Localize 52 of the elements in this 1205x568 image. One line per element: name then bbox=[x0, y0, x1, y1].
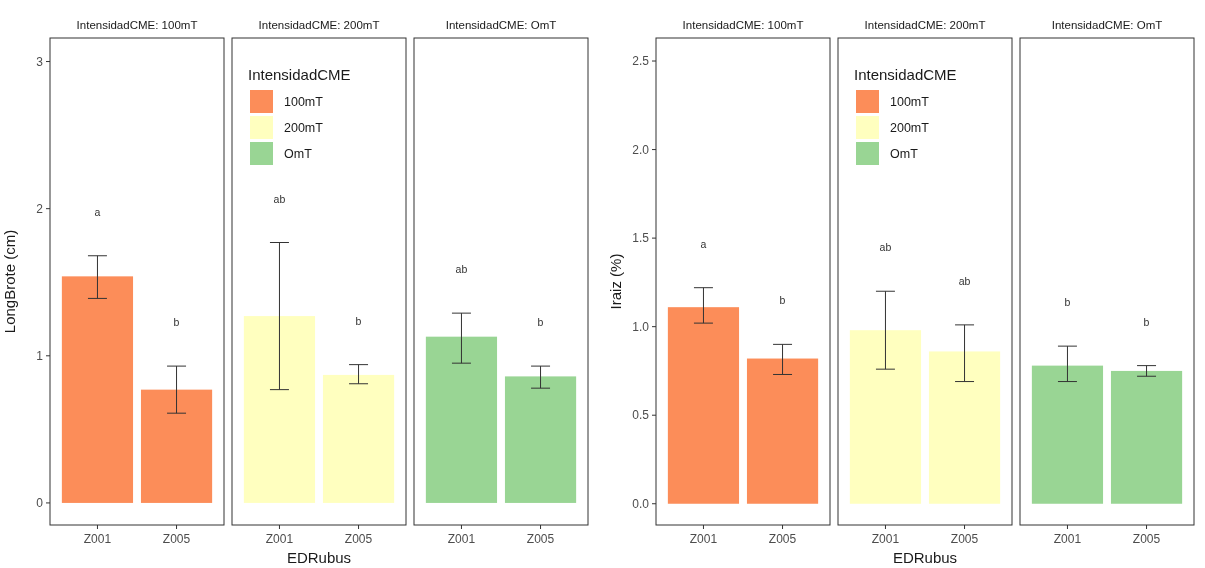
x-tick-label: Z005 bbox=[526, 532, 555, 546]
y-tick-label: 0.0 bbox=[632, 496, 650, 511]
chart-title: IntensidadCME: 100mT bbox=[682, 19, 804, 31]
y-tick-label: 3 bbox=[36, 54, 44, 69]
chart-title: IntensidadCME: 100mT bbox=[76, 19, 198, 31]
x-tick-label: Z001 bbox=[871, 532, 900, 546]
y-tick-label: 2.0 bbox=[632, 142, 650, 157]
chart-title: IntensidadCME: 200mT bbox=[258, 19, 380, 31]
legend-label: OmT bbox=[284, 147, 313, 162]
annotation: b bbox=[537, 316, 544, 329]
x-tick-label: Z001 bbox=[265, 532, 294, 546]
annotation: b bbox=[173, 316, 180, 329]
y-tick-label: 1.0 bbox=[632, 319, 650, 334]
x-tick-label: Z005 bbox=[344, 532, 373, 546]
y-axis-title: LongBrote (cm) bbox=[1, 229, 18, 334]
annotation: ab bbox=[958, 274, 971, 287]
y-tick-label: 2.5 bbox=[632, 54, 650, 69]
x-tick-label: Z001 bbox=[447, 532, 476, 546]
x-tick-label: Z001 bbox=[689, 532, 718, 546]
x-tick-label: Z005 bbox=[162, 532, 191, 546]
y-tick-label: 1 bbox=[36, 349, 44, 363]
annotation: b bbox=[355, 314, 362, 327]
chart-title: IntensidadCME: 200mT bbox=[864, 19, 986, 31]
annotation: ab bbox=[879, 241, 892, 254]
x-tick-label: Z005 bbox=[950, 532, 979, 546]
y-tick-label: 0.5 bbox=[632, 408, 650, 423]
y-tick-label: 1.5 bbox=[632, 231, 650, 246]
y-tick-label: 0 bbox=[36, 496, 44, 511]
annotation: b bbox=[1064, 296, 1071, 309]
legend-title: IntensidadCME bbox=[854, 66, 957, 83]
chart-title: IntensidadCME: OmT bbox=[1051, 19, 1163, 31]
y-axis-title: Iraiz (%) bbox=[607, 253, 624, 310]
legend-label: 100mT bbox=[890, 95, 930, 110]
annotation: ab bbox=[273, 192, 286, 205]
legend-label: 100mT bbox=[284, 95, 324, 110]
legend-label: 200mT bbox=[890, 121, 930, 136]
y-tick-label: 2 bbox=[36, 201, 44, 216]
x-axis-title: EDRubus bbox=[286, 549, 352, 566]
x-tick-label: Z001 bbox=[83, 532, 112, 546]
x-axis-title: EDRubus bbox=[892, 549, 958, 566]
x-tick-label: Z001 bbox=[1053, 532, 1082, 546]
annotation: a bbox=[94, 205, 101, 218]
annotation: b bbox=[1143, 315, 1150, 328]
annotation: ab bbox=[455, 263, 468, 276]
x-tick-label: Z005 bbox=[1132, 532, 1161, 546]
annotation: a bbox=[700, 237, 707, 250]
legend-label: OmT bbox=[890, 147, 919, 162]
chart-title: IntensidadCME: OmT bbox=[445, 19, 557, 31]
legend-label: 200mT bbox=[284, 121, 324, 136]
annotation: b bbox=[779, 294, 786, 307]
legend-title: IntensidadCME bbox=[248, 66, 351, 83]
x-tick-label: Z005 bbox=[768, 532, 797, 546]
